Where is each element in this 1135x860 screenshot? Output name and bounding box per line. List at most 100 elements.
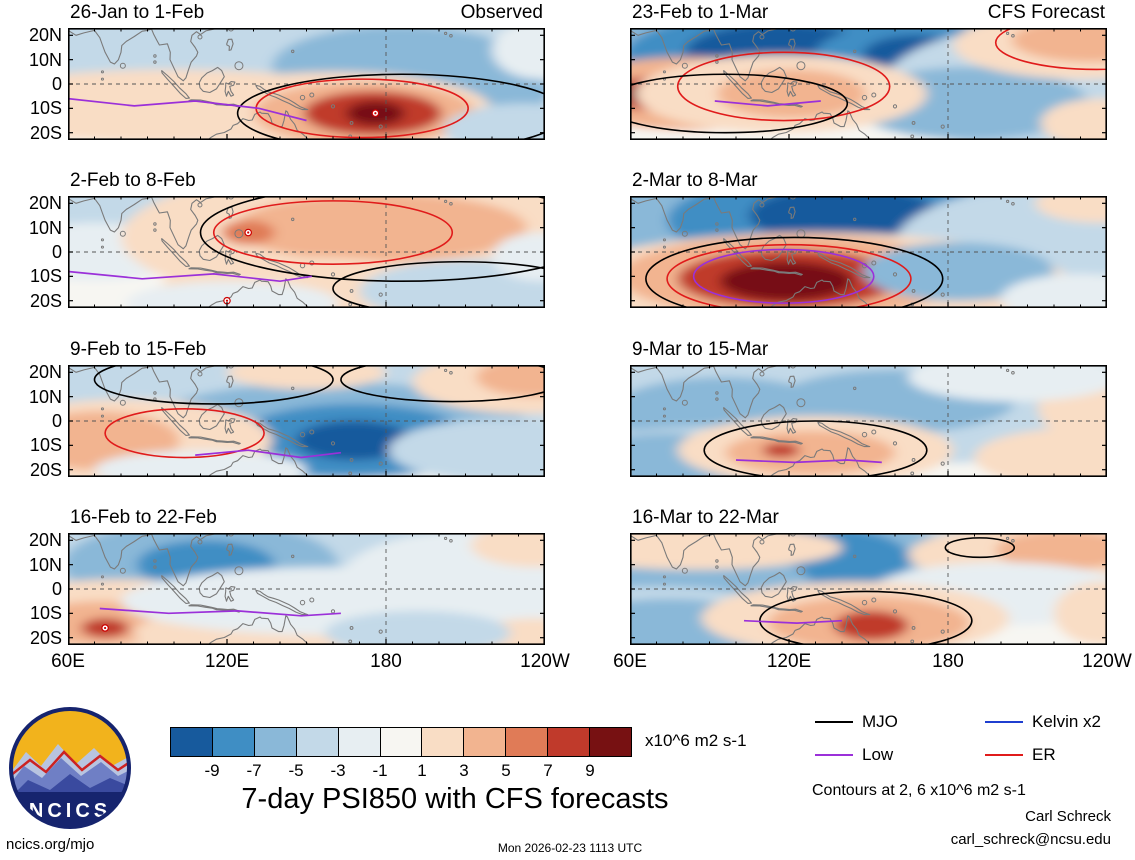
y-tick-label: 10N [28,217,62,238]
panel-2-mar-to-8-mar: 2-Mar to 8-Mar [630,170,1107,310]
island [910,134,915,139]
panel-map [630,365,1107,477]
logo-ring [9,707,131,829]
coastline [786,81,798,97]
coastline [750,267,803,276]
coastline [722,69,752,99]
panel-title: 9-Mar to 15-Mar [632,339,769,360]
island [910,639,915,644]
coastline [760,66,787,94]
legend-label: Kelvin x2 [1032,712,1101,731]
island [715,391,719,395]
island [299,431,306,438]
island [681,399,688,406]
coastline [817,589,871,616]
low-contour-line [735,459,882,464]
y-tick-label: 10S [29,603,62,624]
cyclone-marker-dot [225,299,229,302]
ncics-logo: NCICS [9,707,131,829]
island [853,49,857,54]
low-contour-line [714,100,821,107]
mjo-contour [630,73,849,134]
coastline [722,406,752,436]
y-tick-label: 0 [51,579,62,599]
island [153,565,157,569]
island [100,407,104,411]
panel-map [630,196,1107,308]
island [299,94,306,101]
coastline [207,447,310,477]
island [291,49,295,54]
logo-red-ridge [11,750,129,777]
low-contour-line [68,97,307,122]
island [871,597,877,603]
coastline [630,365,782,419]
cyclone-marker-dot [247,231,250,234]
er-contour [666,243,912,308]
y-tick-label: 0 [51,242,62,262]
island [662,582,666,586]
island [871,429,877,435]
coastline [255,421,309,448]
mjo-contour [332,260,545,308]
coastline [160,574,190,604]
y-tick-label: 0 [51,74,62,94]
colorbar-segment [338,727,381,757]
low-contour-line [195,449,342,459]
panel-border [68,365,545,477]
panel-2-feb-to-8-feb: 2-Feb to 8-Feb [68,170,545,310]
coastline [225,38,234,51]
coastline [68,533,220,587]
coastline [787,38,796,51]
mjo-contour [703,420,928,477]
y-tick-label: 10S [29,435,62,456]
island [940,461,945,466]
coastline [68,196,220,250]
panel-title: 2-Mar to 8-Mar [632,170,758,191]
mjo-contour [199,196,545,283]
panel-map [630,28,1107,140]
island [100,575,104,579]
credit-email: carl_schreck@ncsu.edu [950,831,1111,848]
mjo-contour [944,537,1016,559]
island [871,260,877,266]
island [911,289,916,293]
contour-note: Contours at 2, 6 x10^6 m2 s-1 [812,782,1026,799]
coastline [188,267,241,276]
island [348,302,353,307]
coastline [198,571,225,599]
mjo-contour [236,73,545,140]
panel-9-feb-to-15-feb: 9-Feb to 15-Feb [68,339,545,479]
x-tick-label: 180 [370,651,402,672]
island [715,228,719,232]
island [234,566,244,576]
coastline [630,196,782,250]
coastline [225,543,234,556]
figure-title: 7-day PSI850 with CFS forecasts [241,783,669,815]
island [330,441,336,446]
colorbar-segment [590,727,632,757]
island [299,599,306,606]
low-contour-line [68,270,312,283]
island [662,575,666,579]
coastline [760,571,787,599]
island [153,60,157,64]
island [330,272,336,277]
x-tick-label: 60E [51,651,85,672]
coastline [787,375,796,388]
island [444,199,448,203]
legend-label: ER [1032,745,1056,764]
island [153,228,157,232]
island [910,471,915,476]
y-tick-label: 10N [28,49,62,70]
island [449,538,453,543]
panel-corner-label: Observed [460,2,543,23]
island [853,554,857,559]
island [759,539,765,545]
island [119,230,126,237]
island [309,429,315,435]
coastline [630,28,782,82]
y-tick-label: 20S [29,122,62,143]
island [291,386,295,391]
y-tick-label: 20N [28,362,62,383]
